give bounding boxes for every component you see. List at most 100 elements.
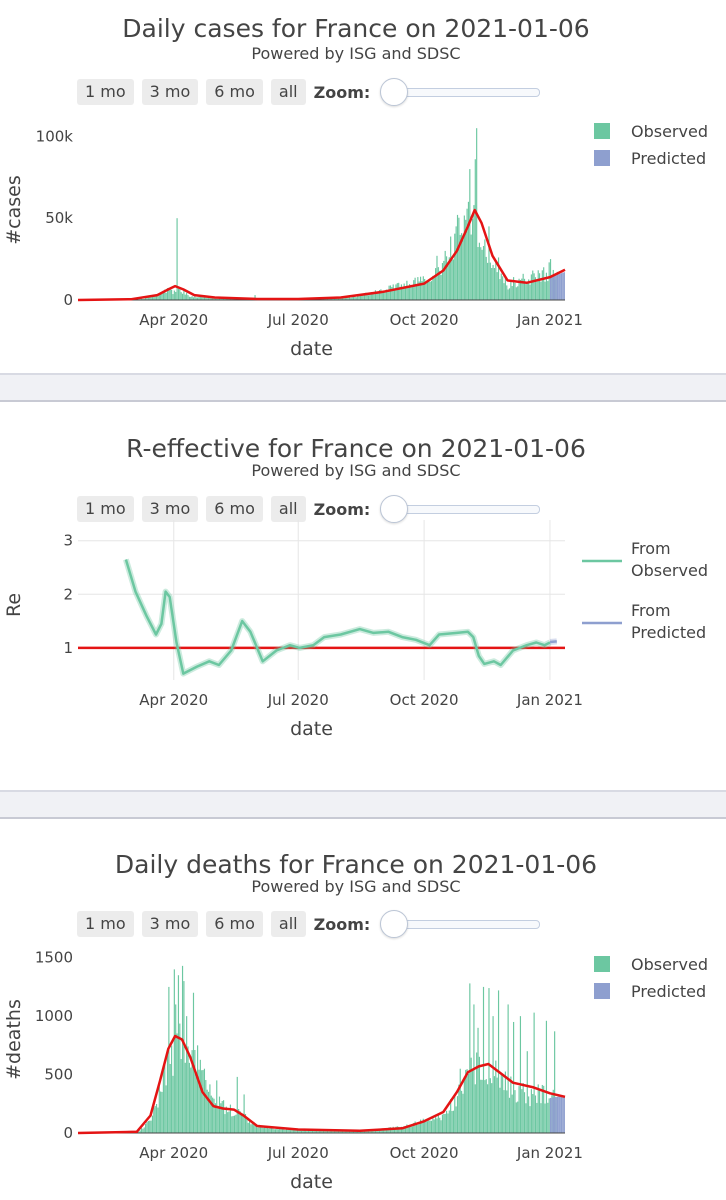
y-tick-label: 1000 bbox=[35, 1007, 73, 1025]
observed-bar bbox=[287, 1128, 289, 1133]
range-6mo-button[interactable]: 6 mo bbox=[206, 496, 263, 522]
observed-bar bbox=[344, 1131, 346, 1133]
observed-bar bbox=[212, 298, 214, 300]
observed-bar bbox=[409, 284, 411, 300]
range-1mo-button[interactable]: 1 mo bbox=[77, 79, 134, 105]
observed-bar bbox=[410, 286, 412, 300]
observed-bar bbox=[506, 1090, 508, 1133]
observed-bar bbox=[357, 295, 359, 300]
observed-bar bbox=[299, 1129, 301, 1133]
observed-bar bbox=[521, 1089, 523, 1133]
observed-bar bbox=[384, 1129, 386, 1133]
observed-bar bbox=[492, 264, 494, 300]
observed-bar bbox=[504, 1071, 506, 1133]
observed-bar bbox=[502, 1076, 504, 1133]
observed-bar bbox=[352, 1130, 355, 1133]
observed-bar bbox=[425, 1120, 427, 1133]
observed-bar bbox=[465, 219, 467, 300]
observed-bar bbox=[370, 1129, 372, 1133]
observed-bar bbox=[528, 1096, 530, 1133]
observed-bar bbox=[269, 1126, 271, 1133]
y-axis-label: Re bbox=[3, 593, 25, 617]
observed-bar bbox=[459, 234, 461, 300]
observed-bar bbox=[372, 1130, 374, 1133]
x-tick-label: Apr 2020 bbox=[139, 691, 208, 709]
observed-bar bbox=[225, 298, 227, 300]
observed-bar bbox=[194, 1049, 196, 1133]
range-3mo-button[interactable]: 3 mo bbox=[141, 79, 199, 105]
observed-bar bbox=[391, 286, 393, 300]
range-6mo-button[interactable]: 6 mo bbox=[206, 79, 263, 105]
chart-title: Daily deaths for France on 2021-01-06 bbox=[114, 850, 598, 879]
y-tick-label: 0 bbox=[63, 291, 73, 309]
observed-bar bbox=[404, 287, 407, 300]
zoom-slider-handle[interactable] bbox=[380, 78, 409, 106]
observed-bar bbox=[413, 280, 415, 300]
range-3mo-button[interactable]: 3 mo bbox=[141, 496, 199, 522]
range-all-button[interactable]: all bbox=[270, 911, 306, 937]
observed-bar bbox=[270, 1126, 273, 1133]
observed-bar bbox=[510, 280, 512, 300]
observed-bar bbox=[436, 1118, 438, 1133]
observed-bar bbox=[218, 298, 221, 300]
observed-bar bbox=[466, 208, 468, 300]
reff-chart: Apr 2020 Jul 2020 Oct 2020 Jan 2021 1 2 3 date R… bbox=[3, 520, 708, 740]
zoom-label: Zoom: bbox=[313, 82, 371, 102]
predicted-bar bbox=[563, 272, 565, 300]
observed-bar bbox=[201, 1070, 203, 1133]
range-all-button[interactable]: all bbox=[270, 496, 306, 522]
observed-bar bbox=[465, 1069, 467, 1133]
observed-bar bbox=[478, 242, 480, 300]
observed-bar bbox=[264, 1126, 266, 1133]
zoom-slider[interactable] bbox=[380, 910, 541, 938]
observed-bar bbox=[392, 284, 394, 300]
observed-bar bbox=[499, 279, 501, 300]
observed-bar bbox=[207, 298, 210, 300]
predicted-bar bbox=[558, 1096, 560, 1133]
observed-bar bbox=[283, 1127, 285, 1133]
observed-bar bbox=[220, 298, 222, 300]
range-1mo-button[interactable]: 1 mo bbox=[77, 911, 134, 937]
range-3mo-button[interactable]: 3 mo bbox=[141, 911, 199, 937]
observed-bar bbox=[419, 1119, 422, 1133]
observed-bar bbox=[351, 295, 353, 300]
observed-bar bbox=[251, 1121, 253, 1133]
observed-bar bbox=[280, 1128, 282, 1133]
observed-bar bbox=[325, 1130, 327, 1133]
zoom-slider-handle[interactable] bbox=[380, 910, 409, 938]
observed-bar bbox=[145, 1123, 147, 1133]
observed-bar bbox=[198, 297, 200, 300]
observed-bar bbox=[171, 1045, 173, 1133]
observed-bar bbox=[292, 1129, 294, 1133]
observed-bar bbox=[352, 296, 355, 300]
observed-bar bbox=[540, 1103, 542, 1133]
observed-bar bbox=[314, 1130, 316, 1133]
observed-bar bbox=[342, 297, 344, 300]
observed-bar bbox=[194, 296, 196, 300]
observed-bar bbox=[154, 295, 156, 300]
zoom-slider[interactable] bbox=[380, 495, 541, 523]
observed-bar bbox=[225, 1106, 227, 1133]
zoom-slider-handle[interactable] bbox=[380, 495, 409, 523]
observed-bar bbox=[487, 1084, 489, 1133]
observed-bar bbox=[223, 1100, 225, 1133]
observed-bar bbox=[309, 1130, 311, 1133]
range-6mo-button[interactable]: 6 mo bbox=[206, 911, 263, 937]
legend-predicted-label: Predicted bbox=[631, 982, 706, 1001]
observed-bar bbox=[470, 1057, 472, 1133]
observed-bar bbox=[488, 988, 490, 1133]
observed-bar bbox=[210, 298, 212, 300]
observed-bar bbox=[350, 1131, 352, 1133]
zoom-slider[interactable] bbox=[380, 78, 541, 106]
range-1mo-button[interactable]: 1 mo bbox=[77, 496, 134, 522]
observed-bar bbox=[504, 277, 506, 300]
range-all-button[interactable]: all bbox=[270, 79, 306, 105]
predicted-bar bbox=[551, 276, 553, 300]
observed-bar bbox=[337, 298, 340, 300]
observed-bar bbox=[368, 1131, 370, 1133]
observed-bar bbox=[158, 292, 160, 300]
observed-bar bbox=[140, 1128, 143, 1133]
observed-bar bbox=[406, 280, 408, 300]
observed-bar bbox=[231, 1116, 233, 1133]
y-axis-label: #cases bbox=[3, 175, 25, 245]
